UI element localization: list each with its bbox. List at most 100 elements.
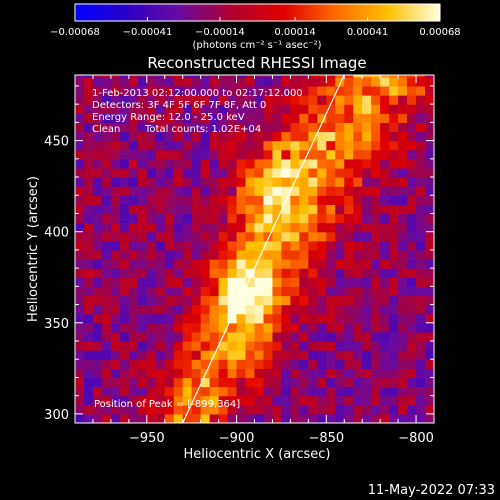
heatmap-cell: [425, 75, 434, 78]
heatmap-cell: [128, 149, 139, 160]
heatmap-cell: [317, 395, 327, 406]
heatmap-cell: [101, 75, 112, 78]
heatmap-cell: [362, 295, 372, 306]
heatmap-cell: [254, 222, 265, 233]
heatmap-cell: [308, 186, 318, 196]
heatmap-cell: [191, 386, 202, 397]
heatmap-cell: [389, 222, 399, 233]
heatmap-cell: [254, 350, 265, 360]
heatmap-cell: [362, 122, 372, 133]
heatmap-cell: [227, 204, 238, 215]
heatmap-cell: [182, 213, 193, 224]
heatmap-cell: [83, 213, 94, 224]
heatmap-cell: [326, 368, 336, 379]
heatmap-cell: [407, 95, 417, 105]
heatmap-cell: [173, 231, 184, 242]
heatmap-cell: [353, 204, 363, 215]
heatmap-cell: [92, 331, 103, 342]
heatmap-cell: [182, 140, 193, 151]
heatmap-cell: [92, 158, 103, 169]
heatmap-cell: [290, 377, 300, 388]
heatmap-cell: [263, 104, 274, 114]
heatmap-cell: [371, 331, 381, 342]
heatmap-cell: [299, 313, 309, 324]
heatmap-cell: [353, 104, 363, 114]
heatmap-cell: [191, 295, 202, 306]
heatmap-cell: [317, 177, 327, 187]
heatmap-cell: [362, 341, 372, 351]
heatmap-cell: [371, 149, 381, 160]
heatmap-cell: [380, 331, 390, 342]
heatmap-cell: [425, 277, 434, 287]
heatmap-cell: [83, 140, 94, 151]
heatmap-cell: [263, 331, 274, 342]
heatmap-cell: [281, 231, 291, 242]
heatmap-cell: [164, 95, 175, 105]
heatmap-cell: [245, 322, 256, 333]
heatmap-cell: [389, 404, 399, 415]
heatmap-cell: [209, 186, 220, 196]
heatmap-cell: [299, 85, 309, 96]
heatmap-cell: [227, 113, 238, 123]
heatmap-cell: [245, 167, 256, 178]
heatmap-cell: [290, 222, 300, 233]
heatmap-cell: [209, 76, 220, 87]
heatmap-cell: [227, 122, 238, 133]
heatmap-cell: [75, 331, 85, 342]
heatmap-cell: [200, 76, 211, 87]
heatmap-cell: [263, 76, 274, 87]
heatmap-cell: [245, 350, 256, 360]
heatmap-cell: [398, 204, 408, 215]
heatmap-cell: [407, 395, 417, 406]
heatmap-cell: [425, 204, 434, 215]
heatmap-cell: [182, 322, 193, 333]
heatmap-cell: [290, 104, 300, 114]
heatmap-cell: [380, 95, 390, 105]
heatmap-cell: [326, 85, 336, 96]
heatmap-cell: [245, 222, 256, 233]
heatmap-cell: [209, 359, 220, 369]
heatmap-cell: [317, 158, 327, 169]
heatmap-cell: [398, 186, 408, 196]
heatmap-cell: [101, 113, 112, 123]
heatmap-cell: [344, 240, 354, 251]
heatmap-cell: [380, 377, 390, 388]
heatmap-cell: [110, 386, 121, 397]
heatmap-cell: [326, 268, 336, 278]
heatmap-cell: [83, 95, 94, 105]
heatmap-cell: [173, 268, 184, 278]
heatmap-cell: [290, 313, 300, 324]
heatmap-cell: [101, 377, 112, 388]
heatmap-cell: [299, 204, 309, 215]
heatmap-cell: [75, 268, 85, 278]
y-tick-label: 450: [44, 135, 69, 150]
heatmap-cell: [380, 167, 390, 178]
heatmap-cell: [407, 249, 417, 260]
heatmap-cell: [299, 95, 309, 105]
heatmap-cell: [299, 186, 309, 196]
heatmap-cell: [362, 167, 372, 178]
heatmap-cell: [209, 113, 220, 123]
heatmap-cell: [344, 104, 354, 114]
heatmap-cell: [263, 404, 274, 415]
heatmap-cell: [362, 186, 372, 196]
colorbar-tick-label: 0.00068: [419, 27, 460, 38]
heatmap-cell: [128, 277, 139, 287]
heatmap-cell: [173, 104, 184, 114]
heatmap-cell: [281, 85, 291, 96]
heatmap-cell: [272, 277, 283, 287]
heatmap-cell: [281, 149, 291, 160]
heatmap-cell: [200, 222, 211, 233]
heatmap-cell: [110, 222, 121, 233]
heatmap-cell: [75, 313, 85, 324]
heatmap-cell: [272, 195, 283, 205]
heatmap-cell: [128, 213, 139, 224]
heatmap-cell: [83, 186, 94, 196]
heatmap-cell: [380, 240, 390, 251]
heatmap-cell: [83, 368, 94, 379]
heatmap-cell: [92, 268, 103, 278]
heatmap-cell: [164, 222, 175, 233]
heatmap-cell: [290, 249, 300, 260]
heatmap-cell: [326, 413, 336, 423]
heatmap-cell: [254, 404, 265, 415]
